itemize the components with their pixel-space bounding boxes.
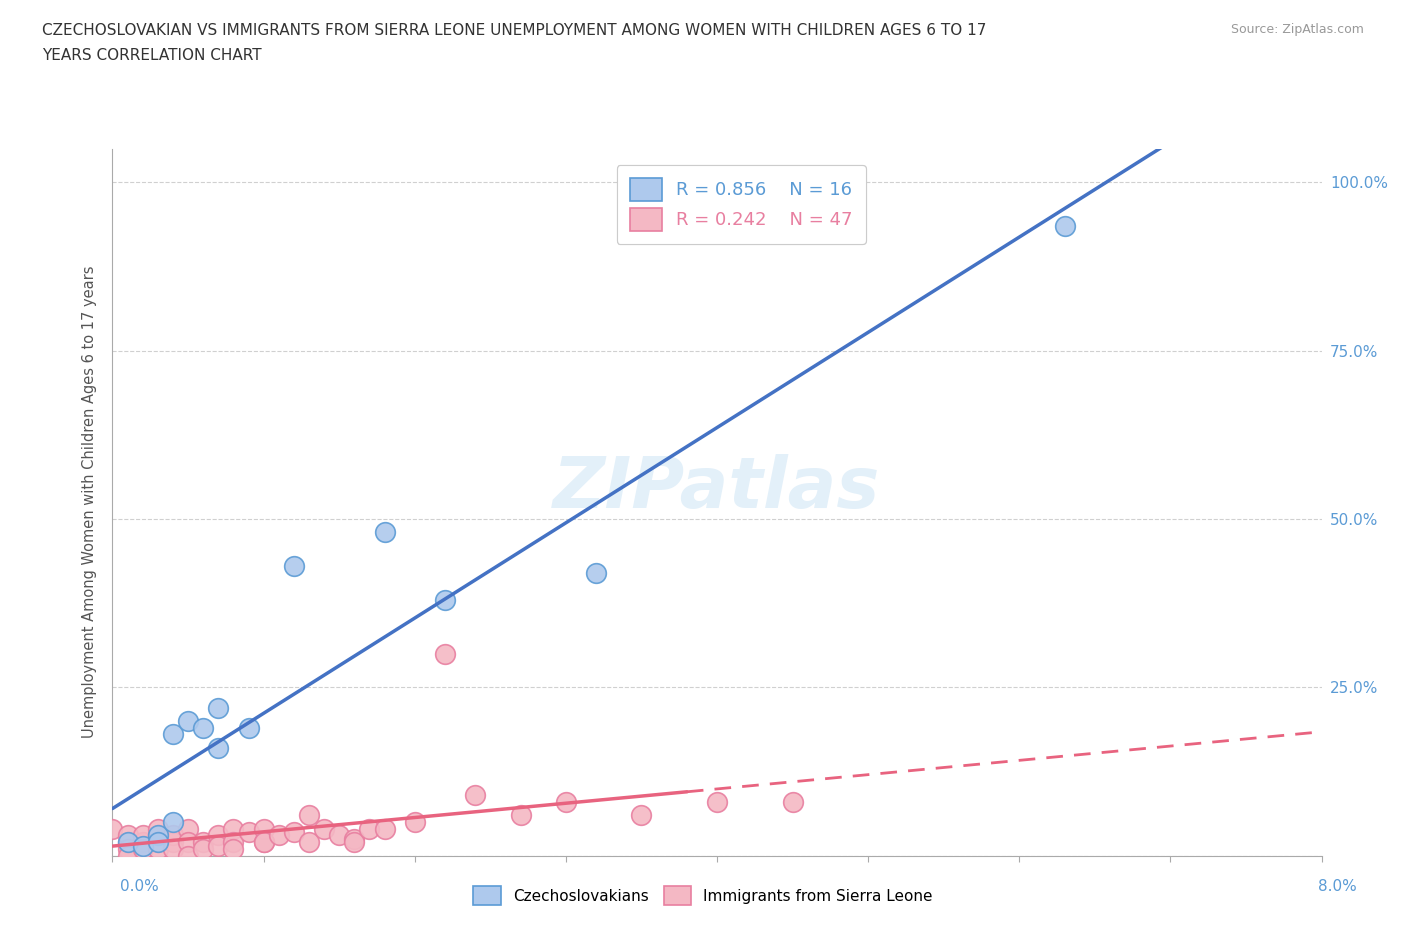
Point — [117, 828, 139, 843]
Point — [238, 720, 260, 735]
Point — [162, 727, 184, 742]
Point — [117, 842, 139, 857]
Point — [191, 842, 215, 857]
Point — [238, 825, 260, 840]
Point — [207, 740, 229, 755]
Point — [298, 808, 321, 823]
Point — [101, 821, 124, 836]
Point — [162, 842, 184, 857]
Point — [177, 835, 200, 850]
Point — [433, 592, 456, 607]
Point — [782, 794, 804, 809]
Y-axis label: Unemployment Among Women with Children Ages 6 to 17 years: Unemployment Among Women with Children A… — [82, 266, 97, 738]
Point — [117, 835, 139, 850]
Point — [191, 835, 215, 850]
Point — [283, 825, 305, 840]
Point — [404, 815, 426, 830]
Point — [117, 835, 139, 850]
Point — [343, 831, 366, 846]
Point — [117, 848, 139, 863]
Point — [312, 821, 335, 836]
Point — [433, 646, 456, 661]
Point — [132, 838, 155, 853]
Text: Source: ZipAtlas.com: Source: ZipAtlas.com — [1230, 23, 1364, 36]
Point — [207, 838, 229, 853]
Point — [630, 808, 652, 823]
Point — [222, 835, 245, 850]
Text: YEARS CORRELATION CHART: YEARS CORRELATION CHART — [42, 48, 262, 63]
Point — [177, 713, 200, 728]
Point — [146, 835, 169, 850]
Point — [222, 842, 245, 857]
Point — [298, 835, 321, 850]
Point — [1053, 219, 1076, 233]
Point — [162, 828, 184, 843]
Point — [343, 835, 366, 850]
Point — [253, 821, 276, 836]
Point — [253, 835, 276, 850]
Point — [706, 794, 728, 809]
Point — [146, 828, 169, 843]
Point — [146, 828, 169, 843]
Point — [177, 848, 200, 863]
Point — [267, 828, 290, 843]
Point — [146, 842, 169, 857]
Point — [177, 821, 200, 836]
Point — [464, 788, 486, 803]
Legend: Czechoslovakians, Immigrants from Sierra Leone: Czechoslovakians, Immigrants from Sierra… — [465, 878, 941, 913]
Point — [222, 821, 245, 836]
Point — [359, 821, 381, 836]
Point — [191, 720, 215, 735]
Point — [132, 842, 155, 857]
Point — [132, 828, 155, 843]
Point — [373, 821, 396, 836]
Point — [585, 565, 607, 580]
Point — [373, 525, 396, 540]
Point — [146, 835, 169, 850]
Text: CZECHOSLOVAKIAN VS IMMIGRANTS FROM SIERRA LEONE UNEMPLOYMENT AMONG WOMEN WITH CH: CZECHOSLOVAKIAN VS IMMIGRANTS FROM SIERR… — [42, 23, 987, 38]
Point — [328, 828, 350, 843]
Text: ZIPatlas: ZIPatlas — [554, 454, 880, 523]
Point — [132, 835, 155, 850]
Text: 0.0%: 0.0% — [120, 879, 159, 894]
Point — [162, 835, 184, 850]
Legend: R = 0.856    N = 16, R = 0.242    N = 47: R = 0.856 N = 16, R = 0.242 N = 47 — [617, 165, 866, 244]
Point — [554, 794, 576, 809]
Point — [146, 821, 169, 836]
Point — [207, 700, 229, 715]
Point — [509, 808, 531, 823]
Point — [283, 559, 305, 574]
Text: 8.0%: 8.0% — [1317, 879, 1357, 894]
Point — [162, 815, 184, 830]
Point — [207, 828, 229, 843]
Point — [253, 835, 276, 850]
